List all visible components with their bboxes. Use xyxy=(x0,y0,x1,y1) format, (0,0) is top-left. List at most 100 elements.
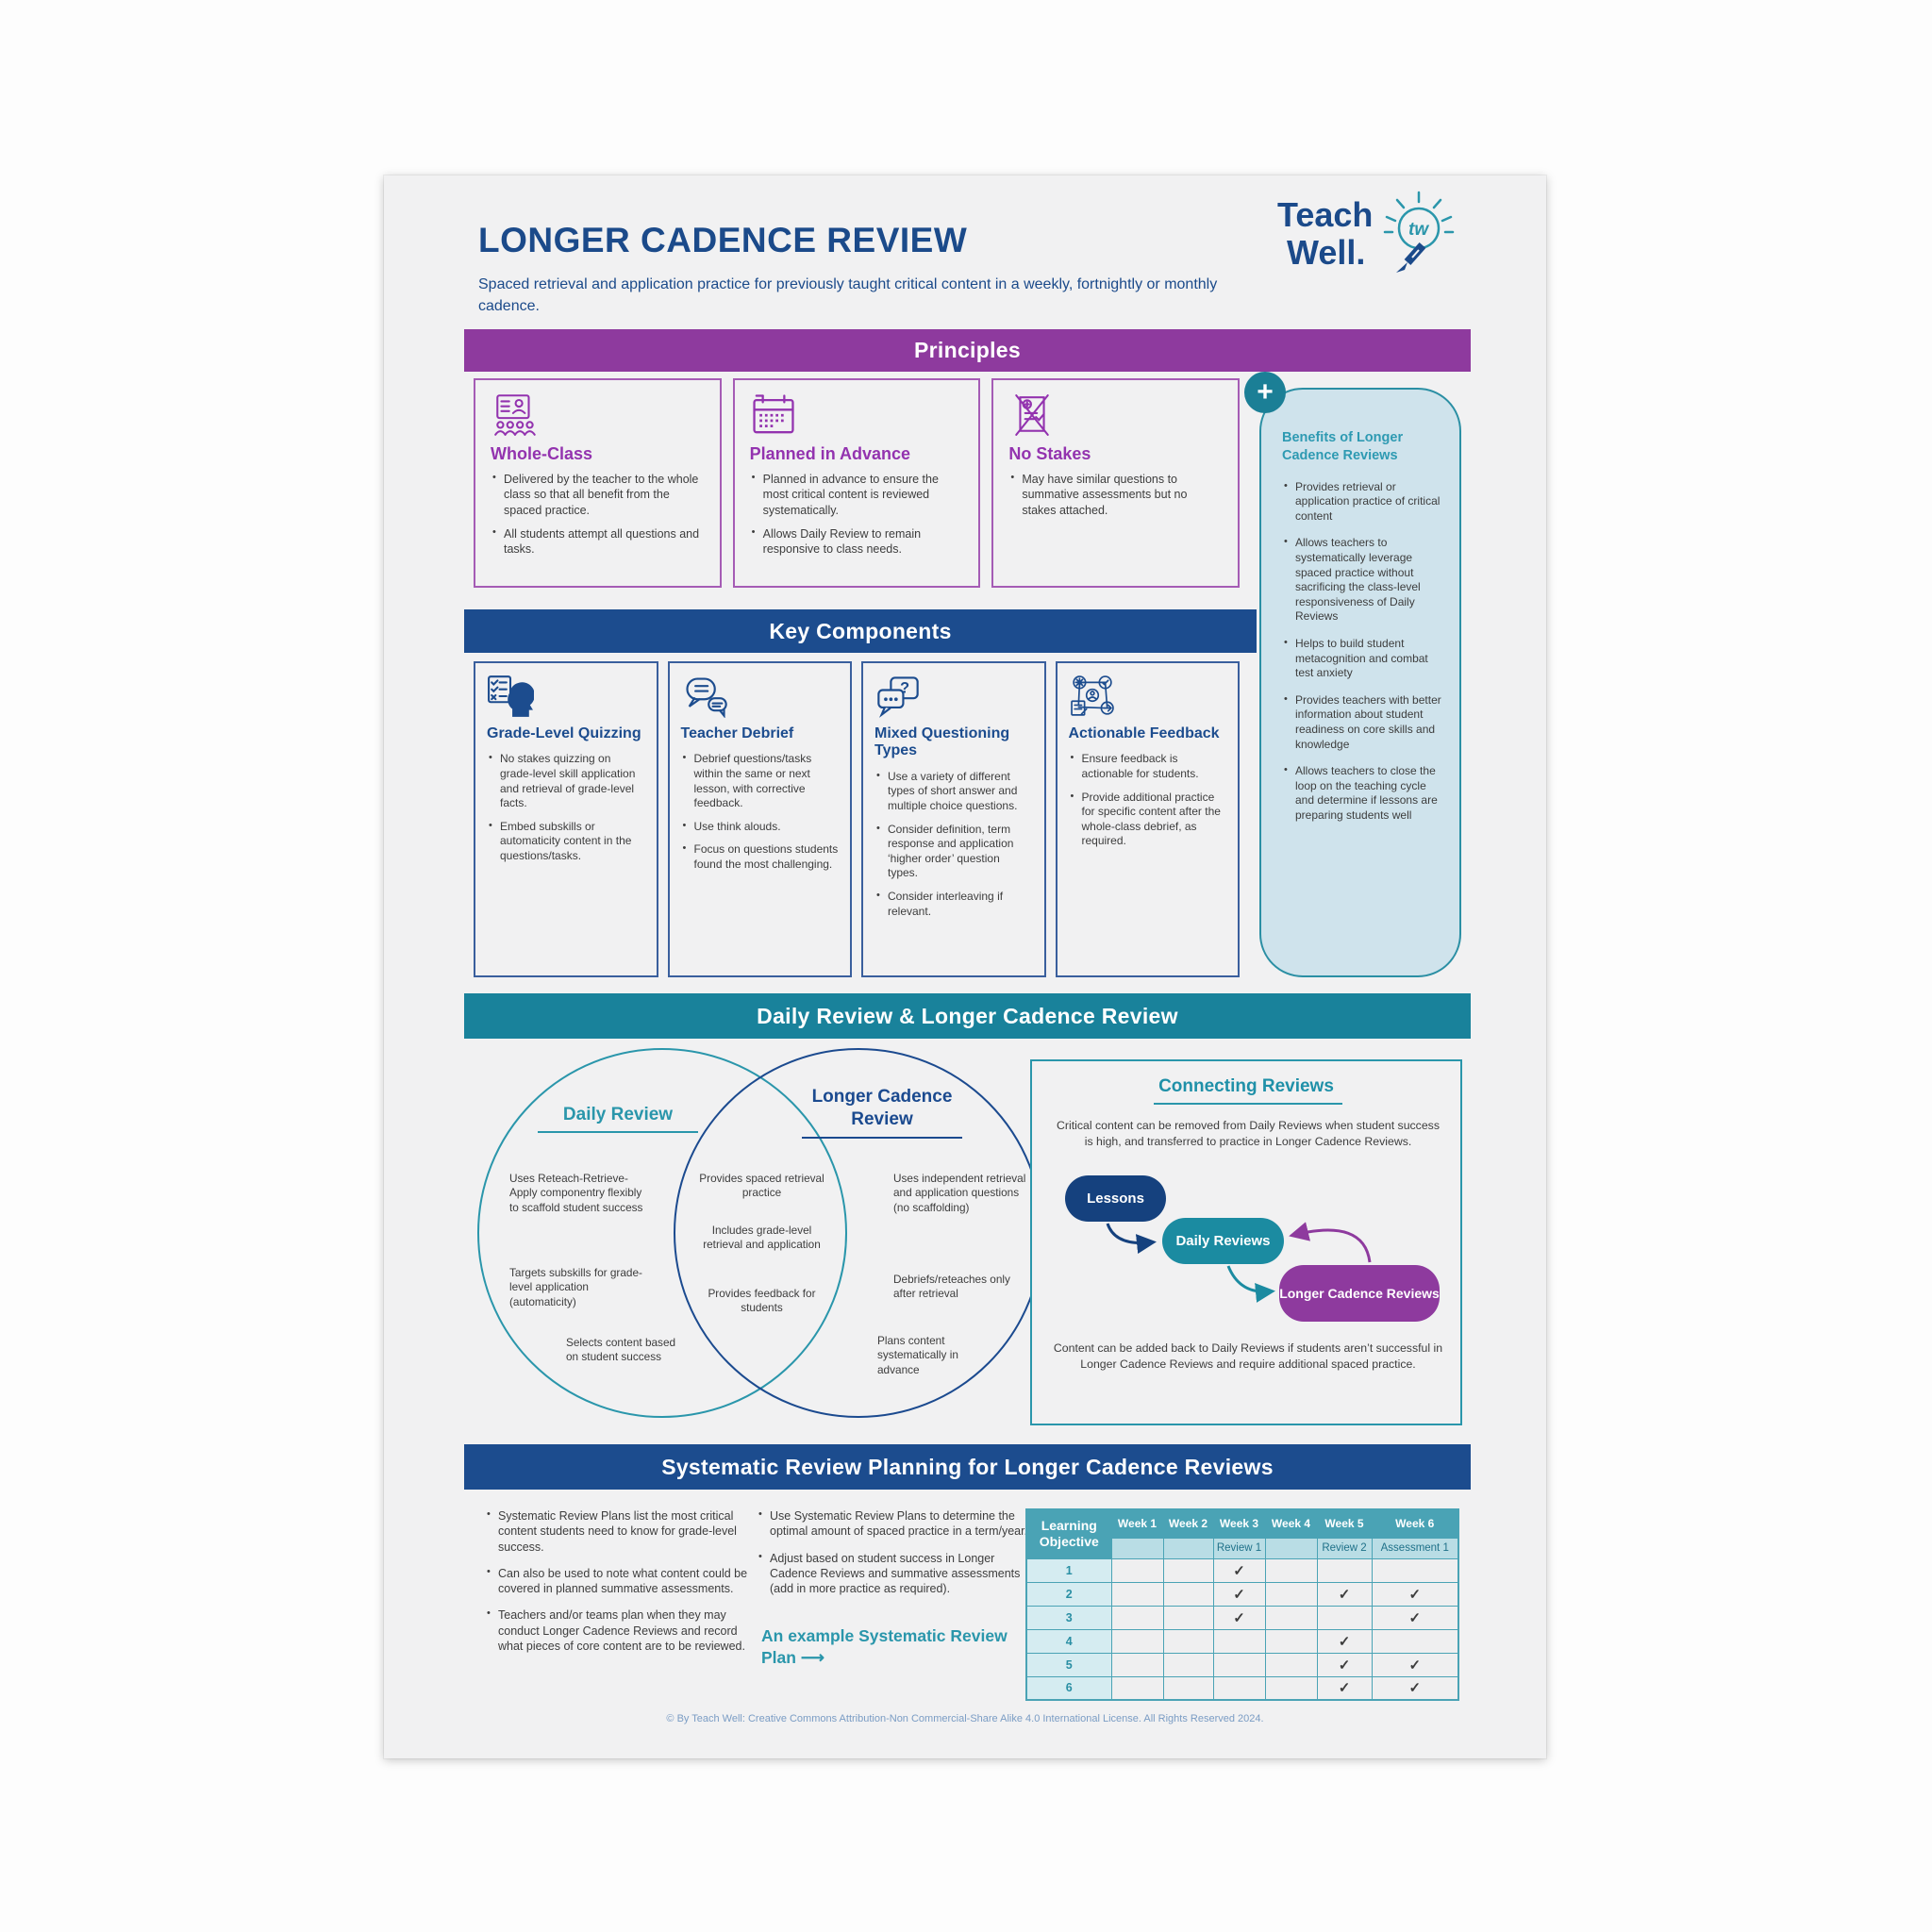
subheader-cell xyxy=(1162,1537,1214,1559)
logo-text-well: Well. xyxy=(1287,233,1365,272)
planning-column-2: Use Systematic Review Plans to determine… xyxy=(757,1507,1028,1607)
week-header: Week 4 xyxy=(1264,1508,1318,1539)
connecting-title: Connecting Reviews xyxy=(1158,1076,1334,1096)
check-cell xyxy=(1264,1605,1318,1630)
week-header: Week 2 xyxy=(1162,1508,1214,1539)
objective-cell: 2 xyxy=(1025,1581,1112,1607)
objective-cell: 5 xyxy=(1025,1652,1112,1677)
speech-bubbles-icon xyxy=(685,677,727,718)
principles-cards: Whole-Class Delivered by the teacher to … xyxy=(474,378,1241,588)
check-cell xyxy=(1264,1675,1318,1701)
plus-icon: + xyxy=(1244,372,1286,413)
bullet: Provide additional practice for specific… xyxy=(1069,790,1227,849)
objective-cell: 6 xyxy=(1025,1675,1112,1701)
page-subtitle: Spaced retrieval and application practic… xyxy=(478,276,1218,315)
key-components-banner: Key Components xyxy=(464,609,1257,653)
bullet: Embed subskills or automaticity content … xyxy=(487,819,645,864)
principle-title: No Stakes xyxy=(1008,444,1091,463)
check-cell xyxy=(1110,1652,1164,1677)
right-arrow-icon: ⟶ xyxy=(800,1647,824,1667)
example-plan-text: An example Systematic Review Plan xyxy=(761,1626,1008,1667)
objective-cell: 3 xyxy=(1025,1605,1112,1630)
principle-title: Planned in Advance xyxy=(749,444,911,463)
check-cell xyxy=(1110,1675,1164,1701)
bullet: Provides teachers with better informatio… xyxy=(1282,692,1442,752)
venn-left-title: Daily Review xyxy=(538,1105,698,1133)
check-cell: ✓ xyxy=(1316,1652,1373,1677)
check-cell xyxy=(1110,1628,1164,1654)
bullet: Focus on questions students found the mo… xyxy=(681,841,840,872)
logo-bulb-tw: tw xyxy=(1408,220,1429,240)
check-cell xyxy=(1162,1675,1214,1701)
subheader-cell: Review 2 xyxy=(1316,1537,1373,1559)
copyright-footer: © By Teach Well: Creative Commons Attrib… xyxy=(666,1713,1264,1724)
daily-reviews-pill: Daily Reviews xyxy=(1162,1218,1284,1264)
venn-left-item: Uses Reteach-Retrieve-Apply componentry … xyxy=(509,1172,643,1214)
check-cell: ✓ xyxy=(1316,1675,1373,1701)
subheader-cell: Review 1 xyxy=(1212,1537,1266,1559)
venn-right-item: Uses independent retrieval and applicati… xyxy=(893,1172,1026,1214)
check-cell xyxy=(1264,1628,1318,1654)
kc-bullets: No stakes quizzing on grade-level skill … xyxy=(487,751,645,864)
connecting-bottom-text: Content can be added back to Daily Revie… xyxy=(1053,1341,1443,1371)
benefits-bullets: Provides retrieval or application practi… xyxy=(1282,479,1442,824)
table-row: 1 ✓ xyxy=(1025,1557,1459,1583)
calendar-icon xyxy=(753,394,794,434)
subheader-cell xyxy=(1110,1537,1164,1559)
kc-title: Grade-Level Quizzing xyxy=(487,725,641,741)
kc-card-mixed-questioning: ? Mixed Questioning Types Use a variety … xyxy=(861,661,1046,977)
check-cell xyxy=(1162,1557,1214,1583)
bullet: Ensure feedback is actionable for studen… xyxy=(1069,751,1227,781)
benefits-box: Benefits of Longer Cadence Reviews Provi… xyxy=(1259,388,1461,977)
kc-card-actionable-feedback: Actionable Feedback Ensure feedback is a… xyxy=(1055,661,1240,977)
check-cell xyxy=(1264,1557,1318,1583)
week-header: Week 6 xyxy=(1371,1508,1459,1539)
check-cell xyxy=(1264,1581,1318,1607)
venn-left-item: Targets subskills for grade-level applic… xyxy=(509,1266,642,1308)
principles-banner: Principles xyxy=(464,329,1471,372)
week-header: Week 3 xyxy=(1212,1508,1266,1539)
whole-class-icon xyxy=(494,394,536,436)
check-cell: ✓ xyxy=(1371,1675,1459,1701)
check-cell: ✓ xyxy=(1371,1605,1459,1630)
page-title: LONGER CADENCE REVIEW xyxy=(478,221,968,259)
principle-title: Whole-Class xyxy=(491,444,593,463)
venn-middle-item: Provides feedback for students xyxy=(708,1287,816,1315)
principle-card-planned-in-advance: Planned in Advance Planned in advance to… xyxy=(732,378,981,588)
check-cell: ✓ xyxy=(1371,1581,1459,1607)
kc-title: Actionable Feedback xyxy=(1068,725,1220,741)
check-cell xyxy=(1316,1557,1373,1583)
table-header-row: Learning Objective Week 1 Week 2 Week 3 … xyxy=(1025,1508,1459,1559)
bullet: Systematic Review Plans list the most cr… xyxy=(485,1507,749,1555)
quiz-head-icon xyxy=(488,675,534,717)
pencil-icon xyxy=(1396,242,1426,273)
table-row: 4 ✓ xyxy=(1025,1628,1459,1654)
table-row: 3 ✓ ✓ xyxy=(1025,1605,1459,1630)
check-cell xyxy=(1162,1652,1214,1677)
venn-diagram: Daily Review Longer Cadence Review Uses … xyxy=(474,1046,1051,1422)
objective-cell: 1 xyxy=(1025,1557,1112,1583)
bullet: Consider interleaving if relevant. xyxy=(874,889,1033,919)
no-stakes-icon xyxy=(1015,394,1050,436)
bullet: Delivered by the teacher to the whole cl… xyxy=(491,471,705,518)
table-subheader-row: Review 1 Review 2 Assessment 1 xyxy=(1026,1537,1459,1559)
bullet: Planned in advance to ensure the most cr… xyxy=(750,471,964,518)
bullet: Use think alouds. xyxy=(681,819,840,835)
check-cell: ✓ xyxy=(1371,1652,1459,1677)
bullet: Debrief questions/tasks within the same … xyxy=(681,751,840,810)
objective-cell: 4 xyxy=(1025,1628,1112,1654)
bullet: All students attempt all questions and t… xyxy=(491,525,705,558)
check-cell xyxy=(1162,1628,1214,1654)
check-cell xyxy=(1162,1581,1214,1607)
bullet: Provides retrieval or application practi… xyxy=(1282,479,1442,525)
planning-banner: Systematic Review Planning for Longer Ca… xyxy=(464,1444,1471,1490)
table-row: 6 ✓ ✓ xyxy=(1025,1675,1459,1701)
lessons-pill: Lessons xyxy=(1065,1175,1166,1222)
bullet: Helps to build student metacognition and… xyxy=(1282,636,1442,681)
week-header: Week 5 xyxy=(1316,1508,1373,1539)
venn-middle-item: Provides spaced retrieval practice xyxy=(699,1172,824,1200)
kc-bullets: Use a variety of different types of shor… xyxy=(874,769,1033,919)
bullet: Can also be used to note what content co… xyxy=(485,1565,749,1597)
key-components-cards: Grade-Level Quizzing No stakes quizzing … xyxy=(474,661,1240,977)
